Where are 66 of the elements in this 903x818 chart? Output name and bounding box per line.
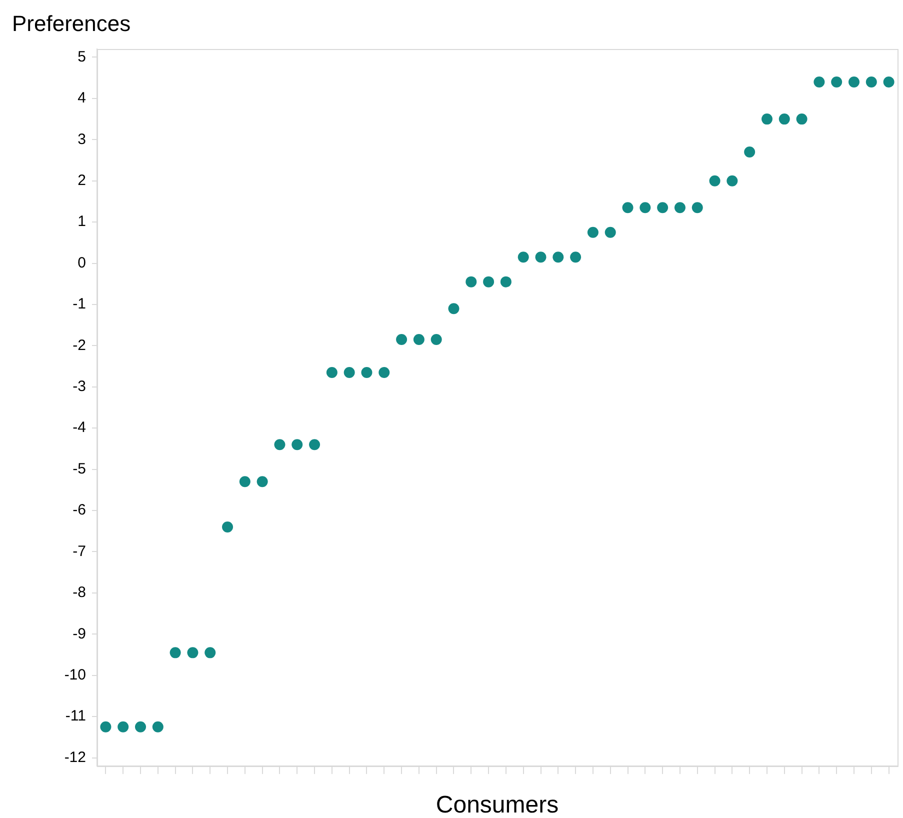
- point: [518, 252, 529, 263]
- y-tick-label: 2: [78, 172, 86, 190]
- point: [883, 76, 894, 88]
- point: [430, 334, 442, 346]
- point: [222, 522, 234, 532]
- point: [761, 114, 772, 125]
- point: [239, 476, 250, 488]
- x-axis-title: Consumers: [436, 792, 559, 818]
- point: [292, 439, 303, 450]
- point: [692, 202, 703, 214]
- point: [118, 721, 129, 732]
- point: [378, 366, 390, 378]
- point: [170, 647, 181, 658]
- point: [100, 721, 112, 732]
- y-tick-label: -2: [72, 336, 86, 354]
- y-tick-label: -6: [72, 502, 86, 519]
- y-tick-label: 3: [78, 130, 86, 148]
- point: [135, 721, 146, 732]
- y-tick-label: -5: [72, 460, 86, 478]
- y-tick-label: -12: [64, 748, 86, 766]
- point: [396, 334, 408, 346]
- y-tick-label: -4: [72, 419, 86, 436]
- point: [309, 439, 320, 450]
- point: [483, 276, 494, 288]
- point: [535, 252, 546, 263]
- point: [796, 114, 808, 125]
- y-axis-title: Preferences: [12, 11, 131, 36]
- point: [256, 476, 268, 488]
- point: [552, 252, 564, 263]
- point: [814, 76, 825, 88]
- point: [657, 202, 668, 214]
- point: [344, 366, 355, 378]
- point: [848, 76, 860, 88]
- point: [674, 202, 686, 214]
- point: [274, 439, 286, 450]
- y-tick-label: -8: [72, 584, 86, 602]
- y-tick-label: -11: [65, 708, 86, 725]
- point: [500, 276, 512, 288]
- y-tick-label: -10: [64, 666, 86, 684]
- point: [204, 647, 216, 658]
- point: [726, 175, 738, 186]
- point: [570, 252, 582, 263]
- y-tick-label: 1: [78, 213, 86, 230]
- y-tick-label: 0: [78, 254, 86, 272]
- y-tick-label: 5: [78, 48, 86, 66]
- point: [326, 366, 338, 378]
- point: [831, 76, 842, 88]
- point: [622, 202, 634, 214]
- point: [448, 303, 460, 314]
- y-tick-label: -3: [72, 378, 86, 396]
- point: [709, 175, 720, 186]
- y-tick-label: -9: [72, 625, 86, 642]
- point: [744, 146, 756, 158]
- point: [604, 226, 616, 238]
- point: [640, 202, 651, 214]
- point: [361, 366, 372, 378]
- y-tick-label: -7: [72, 542, 86, 560]
- point: [587, 226, 598, 238]
- y-tick-label: 4: [78, 90, 86, 107]
- point: [152, 721, 164, 732]
- point: [866, 76, 877, 88]
- point: [778, 114, 790, 125]
- y-tick-label: -1: [72, 296, 86, 313]
- point: [413, 334, 424, 346]
- point: [187, 647, 198, 658]
- point: [466, 276, 477, 288]
